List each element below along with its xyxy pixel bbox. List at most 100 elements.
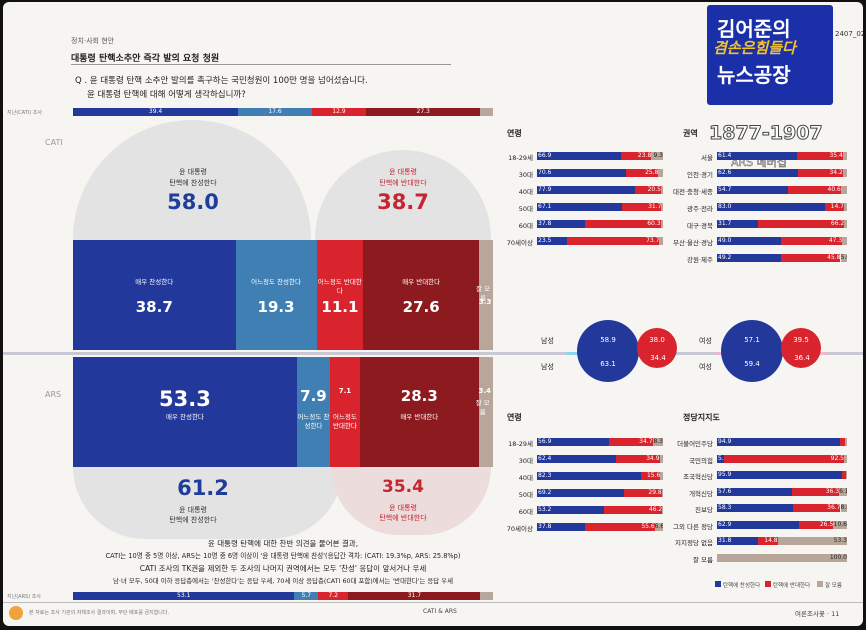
oppose-bar: 66.2 [758,220,845,228]
response-label: 잘 모름 [475,399,490,416]
prev-bar-segment [480,592,493,600]
category-label: 정치·사회 현안 [71,37,115,45]
oppose-bar: 26.5 [798,520,834,529]
male-oppose-circle-2: 34.4 [650,354,666,362]
oppose-bar: 36.3 [791,487,840,496]
ars-support-pill [73,467,343,539]
support-bar: 37.8 [537,523,586,531]
male-oppose-circle: 38.0 [637,328,677,368]
prev-bar-segment: 5.7 [294,592,319,600]
response-label: 매우 찬성한다 [135,278,174,286]
female-oppose-circle-2: 36.4 [794,354,810,362]
response-block-2: 19.3 어느정도 찬성한다 [235,240,317,350]
response-label: 매우 반대한다 [402,278,441,286]
response-block-4: 28.3 매우 반대한다 [359,357,479,467]
prev-bar-segment: 31.7 [348,592,481,600]
support-bar: 56.9 [537,438,610,446]
row-label: 40대 [518,188,533,196]
dk-bar: 100.0 [717,553,847,562]
ars-support-total: 61.2 [177,476,229,500]
response-value: 3.4 [478,387,491,395]
oppose-bar: 46.2 [604,506,663,514]
oppose-bar: 92.5 [723,454,844,463]
party-chart: 더불어민주당94.9국민의힘5.292.5조국혁신당95.9개혁신당57.636… [673,438,853,573]
footer-note: 본 자료는 조사 기관의 자체조사 결과이며, 무단 배포를 금지합니다. [29,610,170,616]
response-value: 53.3 [159,387,211,411]
dk-bar: 8.3 [652,438,663,446]
oppose-bar: 55.6 [584,523,655,531]
ars-oppose-label-1: 윤 대통령 [389,504,417,512]
support-bar: 70.6 [537,169,627,177]
oppose-bar: 60.3 [584,220,661,228]
support-bar: 69.2 [537,489,626,497]
logo-years: 1877-1907 [709,122,824,145]
logo-line-2: 겸손은힘들다 [713,39,796,57]
support-bar: 77.9 [537,186,637,194]
male-support-circle: 58.9 [577,320,639,382]
cati-method-label: CATI [45,138,63,147]
row-label: 진보당 [695,506,713,514]
row-label: 서울 [701,154,713,162]
dk-bar [842,152,847,160]
row-label: 60대 [518,222,533,230]
response-block-1: 38.7 매우 찬성한다 [73,240,236,350]
question-line-2: 윤 대통령 탄핵에 대해 어떻게 생각하십니까? [87,90,246,100]
row-label: 강원·제주 [687,256,713,264]
gender-label: 여성 [699,363,712,371]
legend-swatch-support [715,581,721,587]
response-value: 28.3 [400,387,438,405]
response-value: 11.1 [321,298,359,316]
legend-swatch-dk [817,581,823,587]
response-block-1: 53.3 매우 찬성한다 [73,357,297,467]
support-bar: 95.9 [717,471,843,479]
ars-oppose-label-2: 탄핵에 반대한다 [379,514,427,522]
page-title: 대통령 탄핵소추안 즉각 발의 요청 청원 [71,54,220,64]
page-code: 2407_02 [835,30,863,38]
dk-bar [660,186,663,194]
dk-bar [658,169,663,177]
dk-bar [844,203,847,211]
prev-bar-segment: 17.6 [238,108,312,116]
dk-bar [844,454,847,463]
gender-label: 남성 [541,337,554,345]
dk-bar [845,471,847,479]
gender-label: 여성 [699,337,712,345]
female-oppose-circle: 39.5 [781,328,821,368]
support-bar: 94.9 [717,438,842,446]
dk-bar [842,169,847,177]
dk-bar: 6.6 [654,523,663,531]
support-bar: 62.6 [717,169,800,177]
cati-prev-bar: 39.4 17.6 12.9 27.3 [73,108,493,116]
oppose-bar: 34.2 [798,169,843,177]
row-label: 30대 [518,171,533,179]
oppose-bar: 25.8 [625,169,659,177]
support-bar: 83.0 [717,203,826,211]
row-label: 개혁신당 [689,489,713,498]
ars-method-label: ARS [45,390,62,399]
response-block-3: 7.1 어느정도 반대한다 [330,357,360,467]
dk-bar [662,506,663,514]
footer-page: 여론조사꽃 · 11 [795,610,840,618]
response-value: 27.6 [402,298,440,316]
prev-bar-segment: 53.1 [73,592,295,600]
legend-support: 탄핵에 찬성한다 [723,583,761,589]
logo-line-1: 김어준의 [717,17,791,41]
cati-oppose-label-1: 윤 대통령 [389,168,417,176]
response-label: 어느정도 반대한다 [317,278,362,295]
support-bar: 58.3 [717,504,794,512]
party-title: 정당지지도 [683,413,720,422]
dk-bar [659,455,663,463]
female-support-circle-2: 59.4 [744,360,760,368]
oppose-bar: 20.5 [635,186,661,194]
support-bar: 82.3 [537,472,642,480]
ars-support-label-2: 탄핵에 찬성한다 [169,516,217,524]
legend-oppose: 탄핵에 반대한다 [773,583,811,589]
response-value: 38.7 [135,298,173,316]
support-bar: 67.1 [537,203,623,211]
dk-bar [844,220,847,228]
section-divider [3,352,863,355]
row-label: 잘 모름 [692,555,713,564]
cati-support-total: 58.0 [167,190,219,214]
dk-bar: 8.0 [840,504,847,512]
row-label: 70세이상 [506,239,533,247]
